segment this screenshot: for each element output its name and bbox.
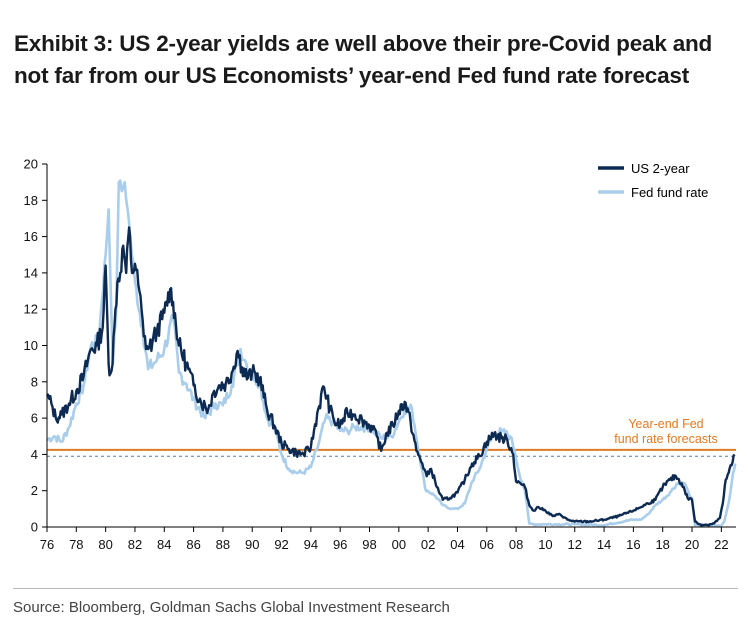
annotation-line-1: Year-end Fed [628,417,703,431]
y-tick-label: 0 [31,520,38,535]
x-tick-label: 04 [450,537,464,552]
y-tick-label: 16 [24,229,38,244]
legend-label-ffr: Fed fund rate [631,185,708,200]
title-line-2: not far from our US Economists’ year-end… [14,63,690,88]
x-tick-label: 22 [714,537,728,552]
x-tick-label: 98 [362,537,376,552]
title-line-1: Exhibit 3: US 2-year yields are well abo… [14,31,713,56]
x-axis: 76 78 80 82 84 86 88 90 92 94 96 98 00 02 04 06 08 10 12 14… [40,527,729,552]
x-tick-label: 76 [40,537,54,552]
x-tick-label: 08 [509,537,523,552]
x-tick-label: 20 [685,537,699,552]
x-tick-label: 84 [157,537,171,552]
y-tick-label: 2 [31,483,38,498]
x-tick-label: 10 [538,537,552,552]
reference-lines [47,448,736,457]
x-tick-label: 96 [333,537,347,552]
divider [13,588,738,589]
x-tick-label: 18 [655,537,669,552]
y-axis: 0 2 4 6 8 10 12 14 16 18 20 [24,157,47,535]
y-tick-label: 4 [31,447,38,462]
y-tick-label: 8 [31,374,38,389]
x-tick-label: 92 [274,537,288,552]
annotation-group: Year-end Fed fund rate forecasts [614,417,718,446]
x-tick-label: 00 [392,537,406,552]
annotation-line-2: fund rate forecasts [614,432,718,446]
x-tick-label: 14 [597,537,611,552]
y-tick-label: 12 [24,302,38,317]
series-line-fed-fund-rate [46,179,737,528]
x-tick-label: 12 [568,537,582,552]
x-tick-label: 78 [69,537,83,552]
x-tick-label: 16 [626,537,640,552]
x-tick-label: 90 [245,537,259,552]
series-group [46,179,737,528]
y-tick-label: 18 [24,193,38,208]
x-tick-label: 86 [186,537,200,552]
axis-lines [46,164,736,528]
source-note: Source: Bloomberg, Goldman Sachs Global … [13,599,450,616]
x-tick-label: 80 [98,537,112,552]
page-title: Exhibit 3: US 2-year yields are well abo… [14,28,739,92]
x-tick-label: 94 [304,537,318,552]
y-tick-label: 20 [24,157,38,172]
x-tick-label: 82 [128,537,142,552]
x-tick-label: 06 [480,537,494,552]
series-line-us-2-year [46,226,736,527]
legend-label-us2y: US 2-year [631,161,690,176]
legend: US 2-year Fed fund rate [598,161,708,200]
x-tick-label: 88 [216,537,230,552]
x-tick-label: 02 [421,537,435,552]
y-tick-label: 10 [24,338,38,353]
y-tick-label: 6 [31,411,38,426]
y-tick-label: 14 [24,265,38,280]
